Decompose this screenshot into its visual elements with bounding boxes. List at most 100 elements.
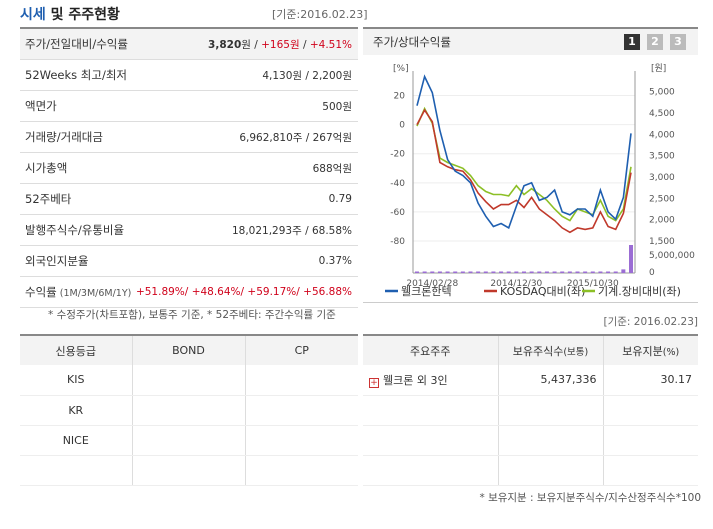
- legend-label: 웰크론한텍: [401, 285, 452, 298]
- info-value-part: 3,820: [208, 38, 242, 51]
- volume-bar: [506, 271, 511, 273]
- info-value: +51.89%/ +48.64%/ +59.17%/ +56.88%: [136, 286, 352, 298]
- info-value-part: /: [299, 38, 310, 51]
- basis-date: [기준:2016.02.23]: [272, 8, 368, 21]
- right-tick-label: 3,000: [649, 173, 675, 183]
- price-info-table: 주가/전일대비/수익률 3,820원 / +165원 / +4.51% 52Week…: [20, 27, 358, 308]
- right-tick-label: 4,000: [649, 130, 675, 140]
- info-value-part: 500원: [322, 100, 352, 113]
- x-tick-label: 2014/12/30: [490, 279, 542, 289]
- holder-cell: [603, 395, 698, 426]
- info-label: 외국인지분율: [25, 254, 89, 268]
- chart-tab-2[interactable]: 2: [647, 34, 663, 50]
- volume-bar: [522, 271, 526, 273]
- info-label: 시가총액: [25, 161, 68, 175]
- x-tick-label: 2015/10/30: [567, 279, 619, 289]
- volume-bar: [613, 271, 618, 273]
- volume-tick-label: 5,000,000: [649, 251, 695, 261]
- info-value: 6,962,810주 / 267억원: [239, 130, 352, 145]
- info-value-part: /: [184, 286, 192, 298]
- right-axis-unit: [원]: [651, 63, 666, 74]
- holder-cell: [603, 425, 698, 456]
- holders-basis-date: [기준: 2016.02.23]: [603, 316, 698, 328]
- volume-bar: [445, 271, 450, 273]
- right-tick-label: 1,500: [649, 237, 675, 247]
- credit-header: 신용등급: [20, 335, 133, 365]
- volume-bar: [606, 271, 611, 273]
- title-rest: 및 주주현황: [50, 7, 120, 23]
- info-label: 주가/전일대비/수익률: [25, 37, 128, 51]
- info-value-part: +48.64%: [191, 286, 241, 298]
- info-value: 688억원: [313, 161, 352, 176]
- volume-bar: [422, 271, 427, 273]
- volume-bar: [430, 271, 435, 273]
- holder-cell: [363, 455, 499, 486]
- left-tick-label: -20: [390, 150, 405, 160]
- info-value-part: /: [296, 286, 304, 298]
- volume-tick-label: 0: [649, 268, 655, 278]
- holders-header-pct-label: 보유지분: [622, 344, 663, 358]
- volume-bar: [468, 271, 473, 273]
- info-value-part: 0.79: [328, 193, 352, 205]
- expand-icon[interactable]: +: [369, 377, 379, 388]
- info-row: 52Weeks 최고/최저 4,130원 / 2,200원: [20, 60, 358, 91]
- volume-bar: [514, 271, 519, 273]
- volume-bar: [552, 271, 557, 273]
- right-tick-label: 5,000: [649, 88, 675, 98]
- volume-bar: [590, 271, 595, 273]
- info-value-part: /: [240, 286, 248, 298]
- credit-cell: [245, 425, 358, 456]
- right-tick-label: 2,500: [649, 194, 675, 204]
- credit-row: [20, 455, 358, 486]
- info-value-part: 4,130원 / 2,200원: [262, 69, 352, 82]
- holder-row: [363, 455, 698, 486]
- right-tick-label: 2,000: [649, 216, 675, 226]
- credit-cell: KIS: [20, 365, 133, 396]
- credit-cell: [20, 455, 133, 486]
- volume-bar: [499, 271, 504, 273]
- credit-cell: NICE: [20, 425, 133, 456]
- holders-header-pct: 보유지분(%): [603, 335, 698, 365]
- info-row: 52주베타 0.79: [20, 184, 358, 215]
- info-label: 수익률 (1M/3M/6M/1Y): [25, 285, 132, 299]
- credit-cell: [245, 395, 358, 426]
- credit-row: NICE: [20, 425, 358, 456]
- chart-header: 주가/상대수익률: [363, 29, 698, 55]
- info-row: 발행주식수/유통비율 18,021,293주 / 68.58%: [20, 215, 358, 246]
- series-line-2: [416, 108, 632, 234]
- volume-bar: [483, 271, 488, 273]
- chart-tab-1[interactable]: 1: [624, 34, 640, 50]
- title-highlight: 시세: [20, 7, 46, 23]
- footnote-price: * 수정주가(차트포함), 보통주 기준, * 52주베타: 주간수익률 기준: [48, 309, 336, 321]
- holder-cell: [498, 425, 604, 456]
- info-row: 수익률 (1M/3M/6M/1Y) +51.89%/ +48.64%/ +59.1…: [20, 277, 358, 308]
- credit-row: KR: [20, 395, 358, 426]
- info-row: 외국인지분율 0.37%: [20, 246, 358, 277]
- info-value: 0.79: [329, 193, 352, 205]
- info-label: 52주베타: [25, 192, 72, 206]
- credit-header: BOND: [132, 335, 246, 365]
- left-tick-label: -40: [390, 179, 405, 189]
- holder-cell: [498, 395, 604, 426]
- credit-cell: [132, 425, 246, 456]
- footnote-holdings: * 보유지분 : 보유지분주식수/지수산정주식수*100: [479, 492, 701, 504]
- credit-cell: KR: [20, 395, 133, 426]
- holder-cell: [603, 455, 698, 486]
- info-value-part: 688억원: [312, 162, 352, 175]
- chart-tab-3[interactable]: 3: [670, 34, 686, 50]
- info-value: 3,820원 / +165원 / +4.51%: [208, 37, 352, 52]
- left-axis-unit: [%]: [393, 64, 409, 74]
- info-value-part: 18,021,293주 / 68.58%: [231, 224, 352, 237]
- legend-label: 기계.장비대비(좌): [598, 285, 681, 298]
- credit-row: KIS: [20, 365, 358, 396]
- info-label: 52Weeks 최고/최저: [25, 68, 127, 82]
- legend-label: KOSDAQ대비(좌): [500, 285, 585, 298]
- holder-row: [363, 425, 698, 456]
- info-value-part: 6,962,810주 / 267억원: [239, 131, 352, 144]
- info-value-part: +165원: [261, 38, 300, 51]
- volume-bar: [544, 271, 549, 273]
- volume-bar: [583, 271, 588, 273]
- x-tick-label: 2014/02/28: [406, 279, 458, 289]
- volume-bar: [529, 271, 534, 273]
